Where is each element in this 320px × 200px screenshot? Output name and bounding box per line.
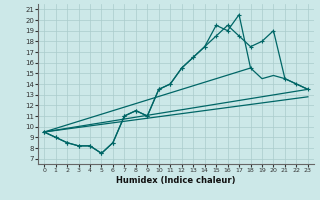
- X-axis label: Humidex (Indice chaleur): Humidex (Indice chaleur): [116, 176, 236, 185]
